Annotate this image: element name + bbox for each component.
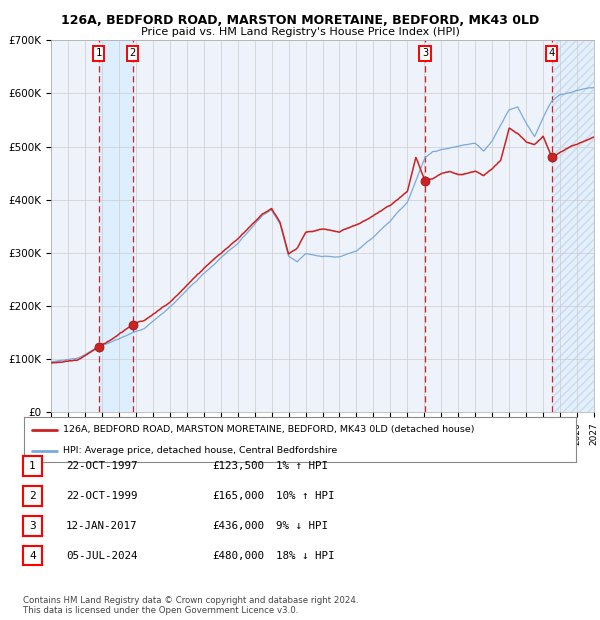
Text: £480,000: £480,000	[212, 551, 264, 560]
Text: £165,000: £165,000	[212, 491, 264, 501]
Text: HPI: Average price, detached house, Central Bedfordshire: HPI: Average price, detached house, Cent…	[62, 446, 337, 455]
Text: Price paid vs. HM Land Registry's House Price Index (HPI): Price paid vs. HM Land Registry's House …	[140, 27, 460, 37]
Text: 4: 4	[548, 48, 555, 58]
Text: 3: 3	[29, 521, 36, 531]
Text: 2: 2	[130, 48, 136, 58]
Text: 18% ↓ HPI: 18% ↓ HPI	[276, 551, 335, 560]
Text: 10% ↑ HPI: 10% ↑ HPI	[276, 491, 335, 501]
Text: 126A, BEDFORD ROAD, MARSTON MORETAINE, BEDFORD, MK43 0LD (detached house): 126A, BEDFORD ROAD, MARSTON MORETAINE, B…	[62, 425, 474, 434]
Text: 05-JUL-2024: 05-JUL-2024	[66, 551, 137, 560]
Text: Contains HM Land Registry data © Crown copyright and database right 2024.
This d: Contains HM Land Registry data © Crown c…	[23, 596, 358, 615]
Text: £436,000: £436,000	[212, 521, 264, 531]
Text: 1: 1	[95, 48, 102, 58]
Text: 4: 4	[29, 551, 36, 560]
Text: 22-OCT-1999: 22-OCT-1999	[66, 491, 137, 501]
Text: 3: 3	[422, 48, 428, 58]
Text: 2: 2	[29, 491, 36, 501]
Text: £123,500: £123,500	[212, 461, 264, 471]
Text: 22-OCT-1997: 22-OCT-1997	[66, 461, 137, 471]
Text: 12-JAN-2017: 12-JAN-2017	[66, 521, 137, 531]
Text: 1% ↑ HPI: 1% ↑ HPI	[276, 461, 328, 471]
Text: 126A, BEDFORD ROAD, MARSTON MORETAINE, BEDFORD, MK43 0LD: 126A, BEDFORD ROAD, MARSTON MORETAINE, B…	[61, 14, 539, 27]
Bar	[98, 40, 133, 412]
Text: 1: 1	[29, 461, 36, 471]
Text: 9% ↓ HPI: 9% ↓ HPI	[276, 521, 328, 531]
Bar	[552, 40, 594, 412]
